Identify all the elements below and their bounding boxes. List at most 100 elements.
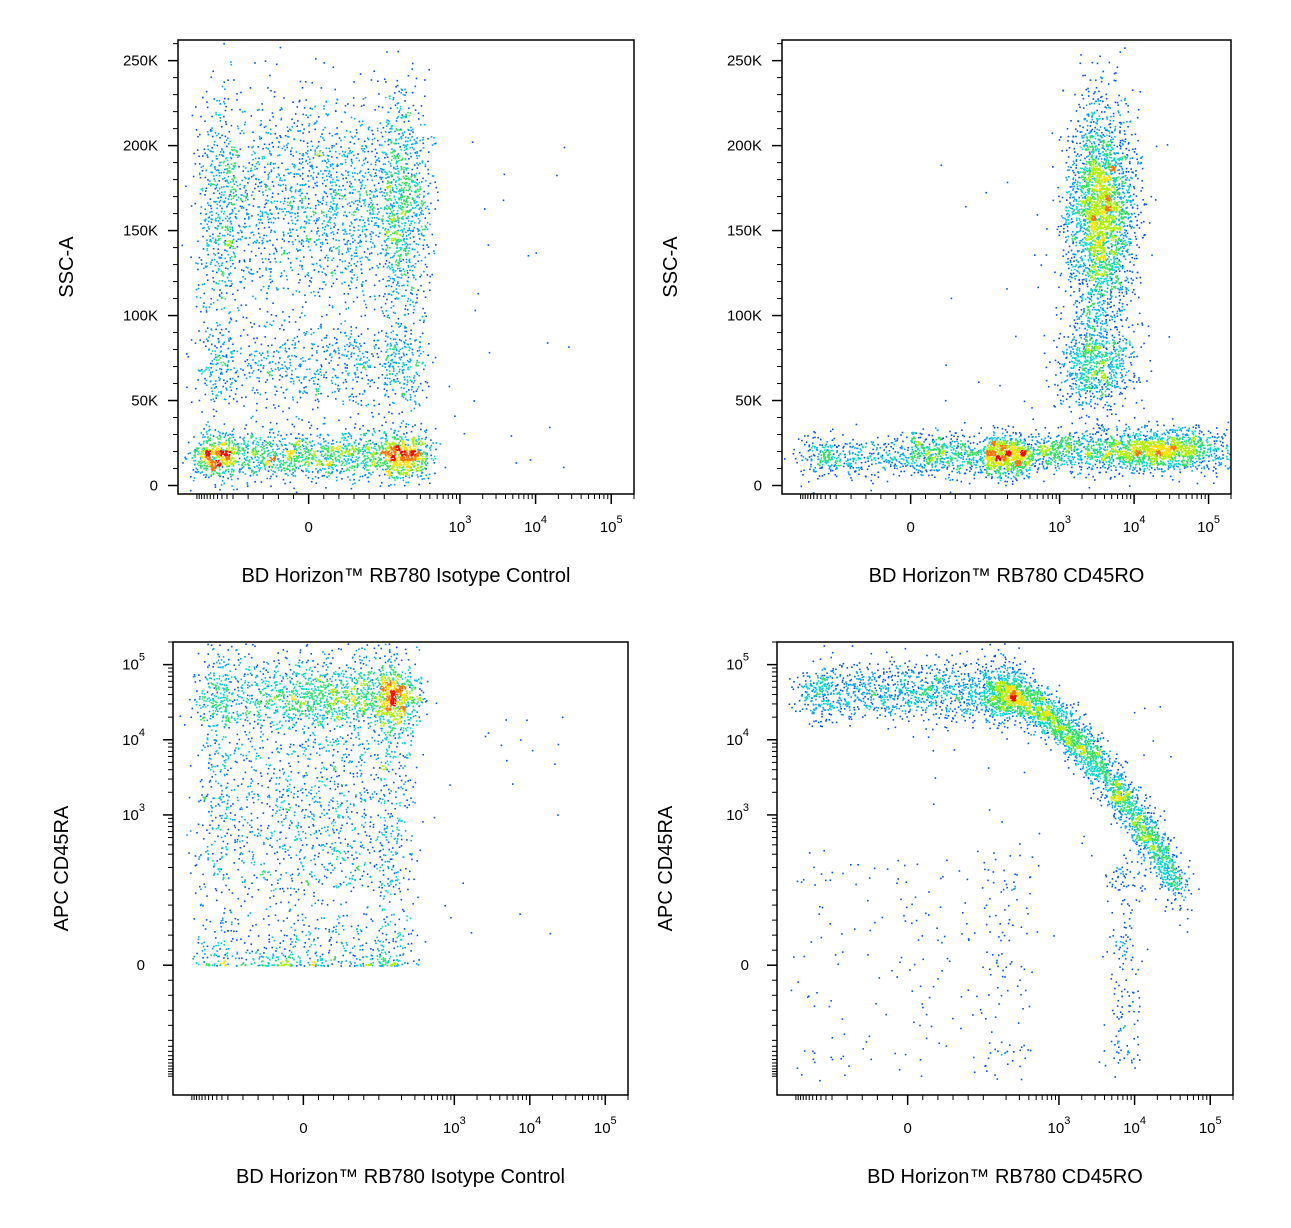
event-dot — [216, 144, 219, 147]
event-dot — [405, 443, 407, 446]
event-dot — [252, 205, 255, 207]
event-dot — [349, 205, 352, 207]
event-dot — [394, 312, 396, 314]
event-dot — [280, 118, 282, 121]
event-dot — [279, 453, 282, 455]
event-dot — [311, 440, 314, 442]
event-dot — [196, 462, 199, 465]
event-dot — [424, 263, 427, 266]
event-dot — [311, 457, 313, 459]
event-dot — [403, 170, 405, 173]
event-dot — [269, 74, 271, 77]
event-dot — [325, 448, 327, 450]
event-dot — [236, 488, 238, 491]
event-dot — [288, 315, 290, 318]
event-dot — [370, 473, 372, 476]
event-dot — [289, 200, 292, 203]
event-dot — [332, 189, 335, 192]
event-dot — [275, 453, 277, 456]
event-dot — [255, 459, 258, 462]
event-dot — [243, 443, 246, 445]
event-dot — [405, 390, 408, 393]
event-dot — [361, 272, 363, 274]
event-dot — [305, 468, 307, 470]
event-dot — [398, 155, 401, 157]
event-dot — [229, 257, 232, 259]
event-dot — [343, 455, 346, 457]
event-dot — [328, 343, 331, 346]
event-dot — [340, 271, 342, 274]
event-dot — [412, 274, 414, 276]
event-dot — [283, 251, 286, 254]
event-dot — [239, 148, 242, 151]
event-dot — [332, 181, 334, 183]
event-dot — [378, 160, 381, 162]
event-dot — [302, 459, 304, 461]
event-dot — [417, 204, 420, 206]
event-dot — [303, 184, 306, 186]
event-dot — [223, 42, 225, 45]
event-dot — [395, 201, 397, 203]
event-dot — [382, 215, 384, 217]
event-dot — [217, 114, 220, 116]
event-dot — [372, 212, 374, 215]
event-dot — [268, 152, 271, 155]
event-dot — [389, 373, 391, 375]
event-dot — [272, 454, 275, 456]
event-dot — [424, 79, 426, 81]
event-dot — [232, 293, 234, 295]
event-dot — [362, 460, 364, 463]
event-dot — [210, 374, 213, 376]
event-dot — [342, 195, 344, 197]
event-dot — [390, 234, 392, 236]
event-dot — [433, 143, 436, 145]
event-dot — [230, 61, 232, 63]
event-dot — [266, 292, 268, 294]
event-dot — [356, 131, 358, 134]
event-dot — [299, 316, 301, 319]
event-dot — [405, 274, 407, 276]
event-dot — [312, 380, 315, 382]
event-dot — [347, 374, 350, 377]
event-dot — [211, 343, 213, 346]
event-dot — [397, 157, 400, 159]
event-dot — [223, 101, 225, 103]
event-dot — [286, 374, 288, 377]
event-dot — [203, 148, 206, 151]
event-dot — [252, 435, 254, 438]
event-dot — [408, 188, 411, 190]
event-dot — [278, 379, 281, 381]
event-dot — [252, 273, 255, 275]
event-dot — [344, 348, 346, 351]
event-dot — [282, 467, 285, 469]
event-dot — [301, 306, 304, 308]
event-dot — [402, 134, 404, 136]
event-dot — [396, 212, 399, 215]
event-dot — [381, 171, 383, 174]
event-dot — [356, 255, 358, 257]
event-dot — [235, 181, 238, 183]
event-dot — [413, 407, 416, 410]
event-dot — [400, 178, 402, 181]
event-dot — [373, 175, 376, 178]
event-dot — [293, 122, 296, 124]
event-dot — [204, 194, 206, 196]
event-dot — [343, 433, 346, 435]
event-dot — [270, 475, 272, 478]
event-dot — [316, 231, 318, 233]
event-dot — [312, 186, 315, 189]
event-dot — [400, 209, 403, 211]
event-dot — [350, 344, 352, 346]
event-dot — [414, 302, 417, 304]
event-dot — [385, 244, 388, 247]
event-dot — [231, 471, 233, 473]
event-dot — [404, 484, 406, 487]
event-dot — [412, 207, 414, 209]
event-dot — [216, 322, 218, 324]
event-dot — [225, 260, 228, 263]
event-dot — [300, 358, 302, 360]
event-dot — [202, 248, 205, 250]
event-dot — [268, 268, 271, 270]
event-dot — [191, 114, 194, 117]
event-dot — [367, 451, 369, 454]
